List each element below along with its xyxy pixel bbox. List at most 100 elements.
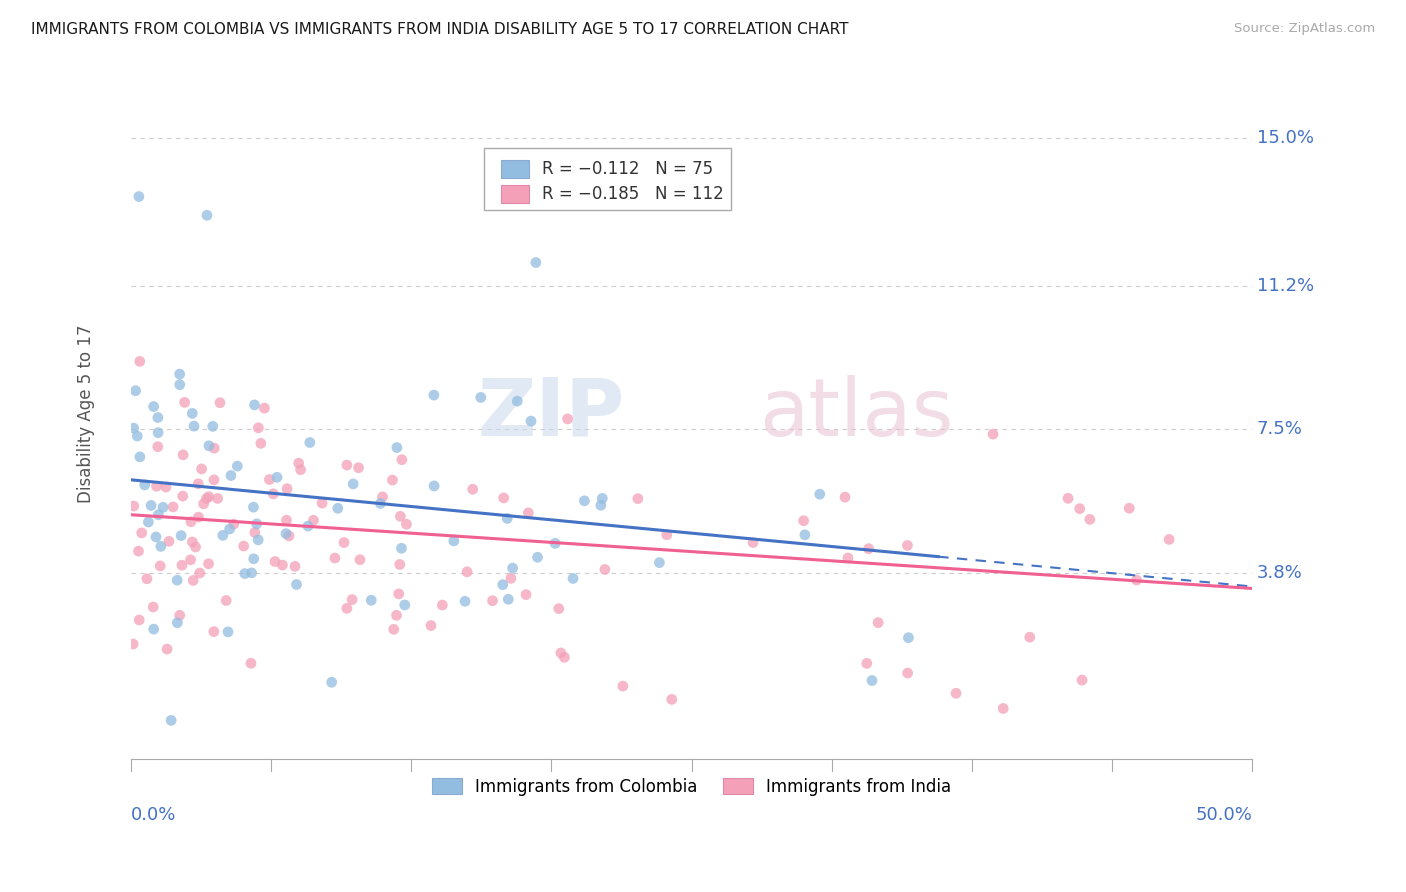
Point (240, 657, 263, 671)
Point (181, 406, 204, 420)
Point (896, 538, 918, 552)
Point (1069, 501, 1091, 516)
Point (612, 679, 634, 693)
Point (394, 598, 416, 612)
Point (169, 377, 191, 392)
Point (157, 534, 180, 549)
Text: 11.2%: 11.2% (1257, 277, 1313, 294)
Point (208, 395, 231, 409)
Point (266, 470, 288, 484)
Point (515, 588, 537, 602)
Point (1118, 501, 1140, 516)
Point (187, 476, 209, 491)
Point (148, 508, 170, 522)
Point (246, 516, 269, 531)
Point (145, 530, 167, 544)
Point (129, 450, 152, 464)
Text: IMMIGRANTS FROM COLOMBIA VS IMMIGRANTS FROM INDIA DISABILITY AGE 5 TO 17 CORRELA: IMMIGRANTS FROM COLOMBIA VS IMMIGRANTS F… (31, 22, 848, 37)
Point (526, 550, 548, 565)
Point (868, 615, 890, 630)
Point (243, 525, 266, 540)
Point (276, 482, 298, 496)
Point (593, 562, 616, 576)
Point (420, 618, 443, 632)
Point (195, 208, 218, 222)
Point (496, 511, 519, 525)
Point (142, 400, 165, 414)
Point (553, 650, 575, 665)
Point (1125, 573, 1147, 587)
Text: 15.0%: 15.0% (1257, 129, 1313, 147)
Point (860, 673, 883, 688)
Point (454, 594, 477, 608)
Point (423, 479, 446, 493)
Point (155, 480, 177, 494)
Point (544, 536, 567, 550)
Point (207, 491, 229, 506)
Point (382, 623, 405, 637)
Point (385, 608, 408, 623)
Point (498, 592, 520, 607)
Point (131, 525, 153, 540)
Point (562, 571, 585, 585)
Point (152, 500, 174, 515)
FancyBboxPatch shape (501, 161, 529, 178)
Text: 3.8%: 3.8% (1257, 564, 1302, 582)
Point (197, 557, 219, 571)
Point (385, 441, 408, 455)
Point (349, 552, 371, 566)
Point (285, 577, 308, 591)
Point (169, 367, 191, 381)
Point (142, 599, 165, 614)
Point (202, 624, 225, 639)
Point (1159, 533, 1181, 547)
Text: Disability Age 5 to 17: Disability Age 5 to 17 (77, 325, 96, 503)
Point (589, 498, 612, 512)
Text: 7.5%: 7.5% (1257, 420, 1302, 438)
Point (170, 558, 193, 573)
Point (347, 460, 370, 475)
Point (232, 539, 254, 553)
Point (298, 435, 321, 450)
Point (172, 448, 194, 462)
Point (492, 491, 515, 505)
Point (170, 528, 193, 542)
Point (793, 514, 815, 528)
Point (897, 631, 920, 645)
Point (183, 419, 205, 434)
Point (264, 555, 287, 569)
Point (627, 491, 650, 506)
Point (1057, 491, 1080, 506)
Point (326, 501, 349, 516)
Point (138, 515, 160, 529)
Point (550, 646, 572, 660)
Point (456, 565, 478, 579)
Point (184, 540, 207, 554)
Point (127, 429, 149, 443)
Point (247, 421, 270, 435)
Point (128, 189, 150, 203)
Point (661, 692, 683, 706)
Point (290, 463, 312, 477)
Text: 50.0%: 50.0% (1195, 805, 1253, 823)
Point (160, 714, 183, 728)
Point (250, 436, 273, 450)
Point (166, 615, 188, 630)
Point (122, 499, 145, 513)
Point (370, 496, 392, 510)
Point (742, 535, 765, 549)
Point (808, 487, 831, 501)
Point (945, 686, 967, 700)
Point (222, 517, 245, 532)
Point (360, 593, 382, 607)
Point (247, 533, 270, 547)
Point (502, 561, 524, 575)
Point (648, 556, 671, 570)
Point (287, 456, 309, 470)
Point (388, 558, 411, 572)
Point (188, 566, 211, 580)
Point (557, 412, 579, 426)
Point (381, 473, 404, 487)
Point (574, 493, 596, 508)
Point (499, 571, 522, 585)
